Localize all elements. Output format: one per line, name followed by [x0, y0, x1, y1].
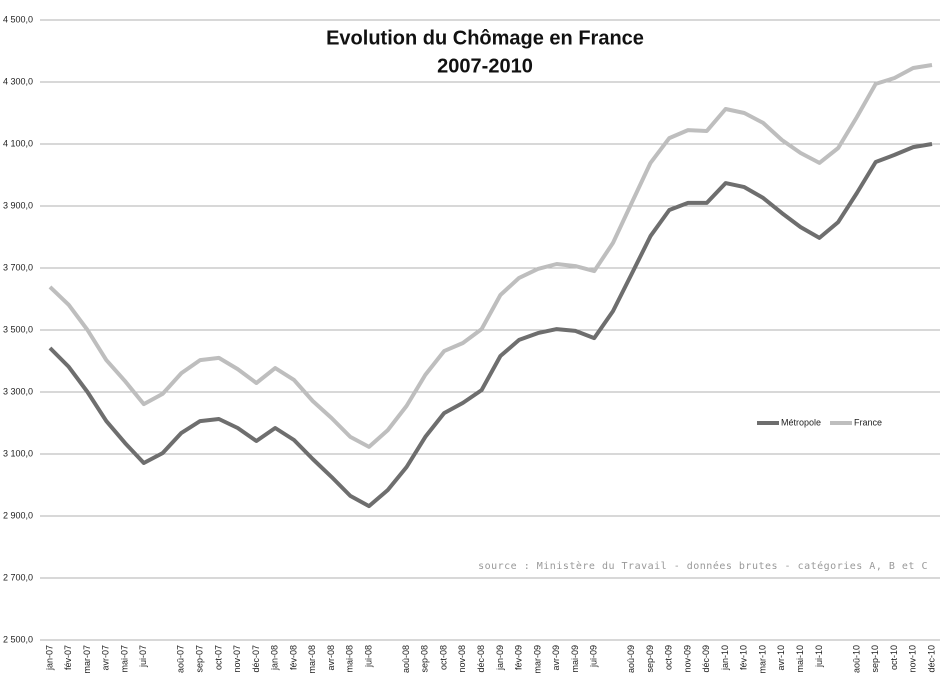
x-tick-label: aoû-08: [401, 645, 411, 673]
x-tick-label: mar-07: [82, 645, 92, 674]
x-tick-label: jui-07: [138, 645, 148, 668]
y-tick-label: 3 700,0: [3, 262, 33, 272]
x-tick-label: avr-09: [551, 645, 561, 671]
x-tick-label: avr-10: [776, 645, 786, 671]
x-tick-label: sep-09: [645, 645, 655, 673]
x-tick-label: oct-09: [664, 645, 674, 670]
x-tick-label: déc-07: [251, 645, 261, 673]
y-tick-label: 2 700,0: [3, 572, 33, 582]
x-tick-label: oct-10: [889, 645, 899, 670]
y-tick-label: 3 500,0: [3, 324, 33, 334]
legend-label: Métropole: [781, 417, 821, 427]
x-tick-label: fév-08: [288, 645, 298, 670]
x-tick-label: nov-07: [232, 645, 242, 673]
series-line: [48, 63, 933, 449]
y-tick-label: 2 500,0: [3, 634, 33, 644]
x-tick-label: jui-08: [363, 645, 373, 668]
x-tick-label: fév-10: [739, 645, 749, 670]
x-tick-label: sep-07: [195, 645, 205, 673]
x-tick-label: déc-09: [701, 645, 711, 673]
x-tick-label: avr-07: [101, 645, 111, 671]
y-tick-label: 2 900,0: [3, 510, 33, 520]
x-tick-label: aoû-10: [851, 645, 861, 673]
x-tick-label: aoû-07: [176, 645, 186, 673]
x-tick-label: oct-07: [213, 645, 223, 670]
y-tick-label: 4 300,0: [3, 76, 33, 86]
x-tick-label: oct-08: [438, 645, 448, 670]
series-line: [48, 142, 933, 509]
y-tick-label: 3 100,0: [3, 448, 33, 458]
chart-title: Evolution du Chômage en France: [326, 27, 644, 49]
y-tick-label: 3 300,0: [3, 386, 33, 396]
x-tick-label: nov-10: [908, 645, 918, 673]
x-tick-label: jui-09: [589, 645, 599, 668]
y-tick-label: 4 100,0: [3, 138, 33, 148]
y-tick-label: 4 500,0: [3, 14, 33, 24]
chart-subtitle: 2007-2010: [437, 55, 533, 77]
x-tick-label: sep-08: [420, 645, 430, 673]
x-tick-label: fév-09: [514, 645, 524, 670]
x-tick-label: nov-09: [682, 645, 692, 673]
x-tick-label: jan-10: [720, 645, 730, 671]
x-tick-label: fév-07: [63, 645, 73, 670]
x-tick-label: avr-08: [326, 645, 336, 671]
x-tick-label: jan-09: [495, 645, 505, 671]
x-tick-label: jan-07: [44, 645, 54, 671]
y-tick-label: 3 900,0: [3, 200, 33, 210]
x-tick-label: aoû-09: [626, 645, 636, 673]
x-tick-label: sep-10: [870, 645, 880, 673]
x-tick-label: nov-08: [457, 645, 467, 673]
legend-label: France: [854, 417, 882, 427]
x-tick-label: mai-07: [119, 645, 129, 673]
x-tick-label: mai-09: [570, 645, 580, 673]
x-tick-label: déc-08: [476, 645, 486, 673]
x-tick-label: mar-10: [757, 645, 767, 674]
x-tick-label: jui-10: [814, 645, 824, 668]
x-tick-label: jan-08: [270, 645, 280, 671]
x-tick-label: mai-08: [345, 645, 355, 673]
x-tick-label: mai-10: [795, 645, 805, 673]
x-tick-label: mar-09: [532, 645, 542, 674]
x-tick-label: déc-10: [926, 645, 936, 673]
source-note: source : Ministère du Travail - données …: [478, 560, 928, 572]
x-tick-label: mar-08: [307, 645, 317, 674]
